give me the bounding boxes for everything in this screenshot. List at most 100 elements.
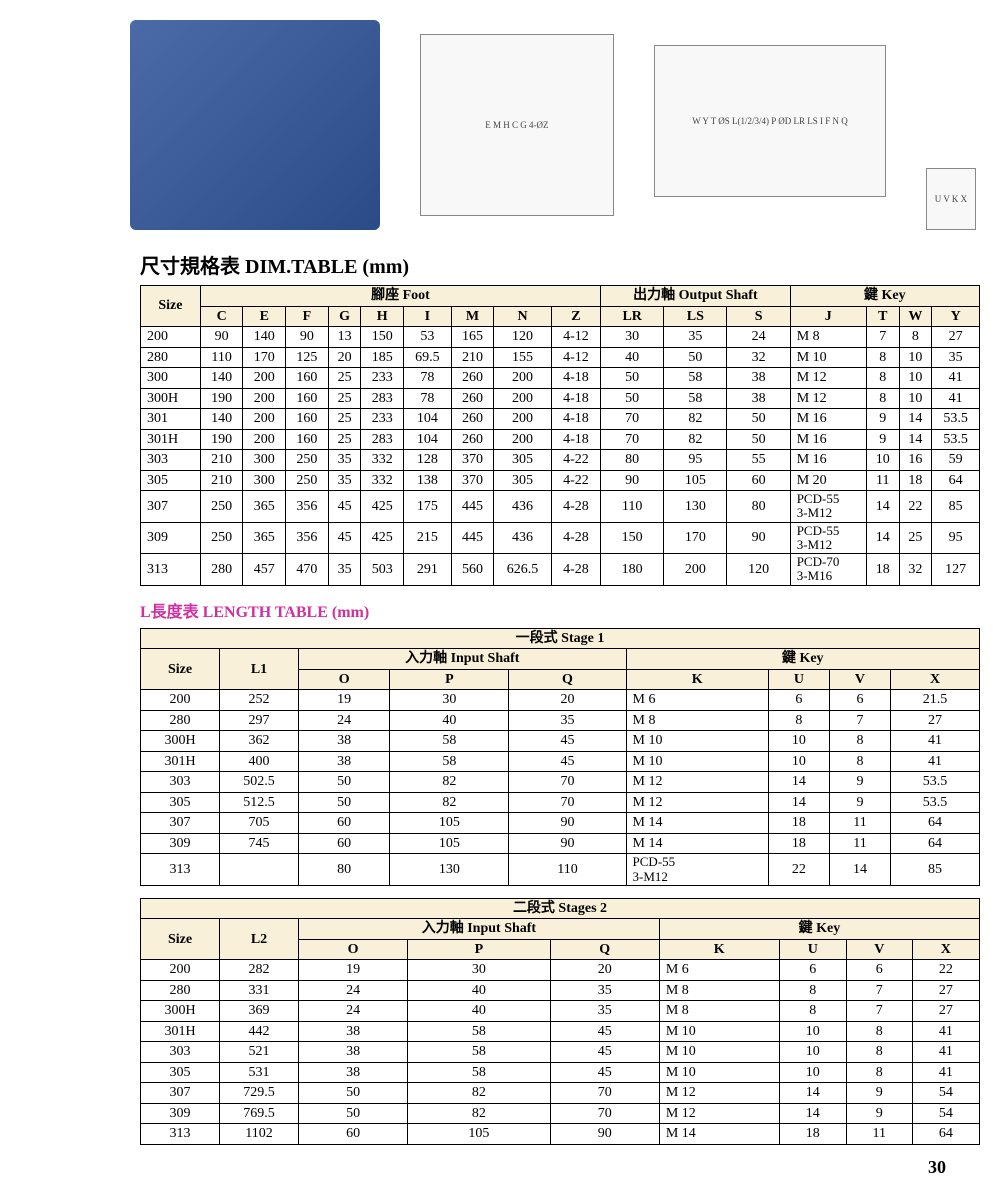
table-cell: 436	[494, 491, 552, 523]
table-cell: 307	[141, 491, 201, 523]
table-cell: 25	[328, 409, 361, 430]
table-cell: PCD-55 3-M12	[790, 522, 866, 554]
table-cell: 70	[550, 1083, 659, 1104]
table-cell: 210	[200, 470, 243, 491]
table-cell: 331	[220, 980, 299, 1001]
table-cell: 7	[846, 980, 912, 1001]
table-cell: 400	[220, 751, 299, 772]
table-cell: 95	[932, 522, 980, 554]
table-cell: 303	[141, 450, 201, 471]
table-cell: 313	[141, 554, 201, 586]
table-cell: 1102	[220, 1124, 299, 1145]
table-cell: M 8	[659, 980, 779, 1001]
col-Q: Q	[550, 939, 659, 960]
table-cell: 4-22	[551, 470, 600, 491]
stage1-input-shaft: 入力軸 Input Shaft	[299, 649, 627, 670]
table-cell: 120	[727, 554, 790, 586]
table-cell: 7	[846, 1001, 912, 1022]
table-cell: 4-18	[551, 368, 600, 389]
table-cell: 80	[727, 491, 790, 523]
table-cell: 425	[361, 491, 404, 523]
table-cell: 4-18	[551, 388, 600, 409]
table-cell: 200	[141, 690, 220, 711]
table-cell: 769.5	[220, 1103, 299, 1124]
table-cell: 8	[866, 388, 899, 409]
table-cell: 14	[899, 409, 932, 430]
table-cell: 250	[200, 522, 243, 554]
table-cell: 58	[408, 1021, 550, 1042]
table-cell: 8	[829, 751, 890, 772]
table-cell: 58	[664, 368, 727, 389]
stage1-l1: L1	[220, 649, 299, 690]
table-cell: 313	[141, 854, 220, 886]
table-cell: 170	[243, 347, 286, 368]
table-row: 2801101701252018569.52101554-12405032M 1…	[141, 347, 980, 368]
table-cell: M 10	[659, 1042, 779, 1063]
table-cell: 53.5	[891, 772, 980, 793]
table-cell: 10	[768, 731, 829, 752]
table-cell: 233	[361, 368, 404, 389]
table-cell: 282	[220, 960, 299, 981]
table-cell: 9	[846, 1083, 912, 1104]
table-cell: 190	[200, 388, 243, 409]
table-cell: M 12	[626, 792, 768, 813]
table-cell: M 12	[790, 368, 866, 389]
table-cell: 6	[846, 960, 912, 981]
table-cell: 53	[404, 327, 452, 348]
table-cell: 200	[141, 960, 220, 981]
table-cell: 8	[768, 710, 829, 731]
table-cell: 705	[220, 813, 299, 834]
dim-col-LS: LS	[664, 306, 727, 327]
col-size: Size	[141, 286, 201, 327]
dim-col-Z: Z	[551, 306, 600, 327]
table-cell: 6	[829, 690, 890, 711]
col-Q: Q	[509, 669, 626, 690]
table-row: 280331244035M 88727	[141, 980, 980, 1001]
table-row: 301H400385845M 1010841	[141, 751, 980, 772]
table-cell: 58	[408, 1062, 550, 1083]
col-K: K	[659, 939, 779, 960]
table-cell: 10	[768, 751, 829, 772]
col-P: P	[408, 939, 550, 960]
table-cell: 470	[286, 554, 329, 586]
table-row: 303210300250353321283703054-22809555M 16…	[141, 450, 980, 471]
table-cell: 356	[286, 491, 329, 523]
table-cell: 165	[451, 327, 494, 348]
table-cell: 41	[932, 368, 980, 389]
table-cell: 78	[404, 368, 452, 389]
table-cell: 53.5	[891, 792, 980, 813]
table-cell: 20	[328, 347, 361, 368]
table-cell: 19	[299, 960, 408, 981]
table-row: 303521385845M 1010841	[141, 1042, 980, 1063]
table-cell: 80	[601, 450, 664, 471]
table-cell: 45	[550, 1021, 659, 1042]
table-cell: 332	[361, 450, 404, 471]
stage1-body: 200252193020M 66621.5280297244035M 88727…	[141, 690, 980, 886]
table-cell: 50	[727, 409, 790, 430]
table-cell: 18	[768, 813, 829, 834]
table-cell: 22	[912, 960, 979, 981]
stage1-key: 鍵 Key	[626, 649, 979, 670]
table-cell: 4-18	[551, 409, 600, 430]
table-cell: 82	[408, 1083, 550, 1104]
table-cell: M 14	[659, 1124, 779, 1145]
table-cell: 11	[829, 833, 890, 854]
table-cell: 200	[243, 429, 286, 450]
table-cell: 38	[299, 1042, 408, 1063]
table-cell: 105	[664, 470, 727, 491]
table-cell: 305	[141, 1062, 220, 1083]
table-cell: 250	[286, 450, 329, 471]
table-cell: 301H	[141, 1021, 220, 1042]
table-cell: 38	[727, 388, 790, 409]
table-cell: 4-22	[551, 450, 600, 471]
table-cell: 14	[866, 522, 899, 554]
table-row: 31311026010590M 14181164	[141, 1124, 980, 1145]
table-cell: 8	[846, 1042, 912, 1063]
col-X: X	[891, 669, 980, 690]
table-cell: 6	[768, 690, 829, 711]
table-cell: 69.5	[404, 347, 452, 368]
table-cell: 300H	[141, 731, 220, 752]
dim-table-body: 200901409013150531651204-12303524M 87827…	[141, 327, 980, 586]
stage1-banner: 一段式 Stage 1	[141, 628, 980, 649]
col-X: X	[912, 939, 979, 960]
